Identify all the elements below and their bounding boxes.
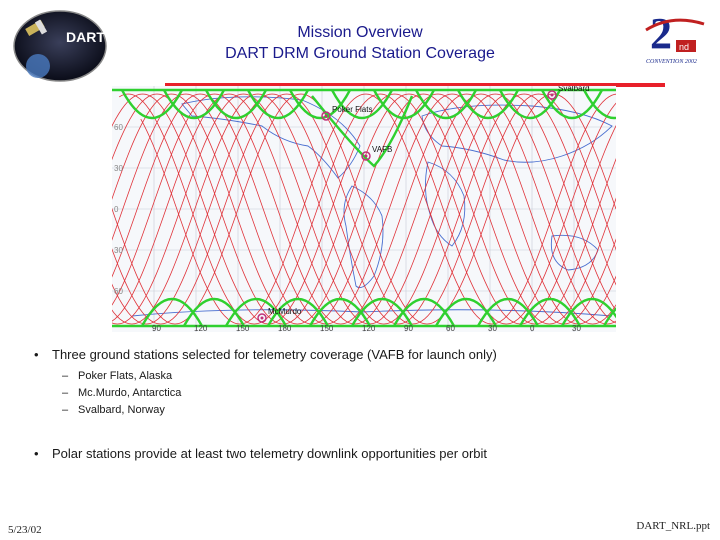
svg-text:nd: nd bbox=[679, 42, 689, 52]
coverage-arc-south bbox=[266, 298, 330, 327]
continent-outline bbox=[550, 234, 599, 271]
title-underline bbox=[165, 83, 665, 87]
orbit-ground-track bbox=[112, 93, 616, 325]
coverage-arc-south bbox=[392, 298, 456, 327]
station-marker bbox=[361, 151, 371, 161]
sub-bullet-mcmurdo: – Mc.Murdo, Antarctica bbox=[62, 387, 182, 399]
station-label: Poker Flats bbox=[332, 105, 372, 114]
coverage-arc-north bbox=[414, 89, 478, 119]
station-label: McMurdo bbox=[268, 307, 302, 316]
latitude-label: 30 bbox=[114, 164, 123, 173]
orbit-ground-track bbox=[112, 93, 616, 325]
longitude-label: 30 bbox=[488, 324, 497, 332]
coverage-arc-south bbox=[560, 298, 616, 327]
longitude-label: 0 bbox=[530, 324, 535, 332]
coverage-arc-south bbox=[308, 298, 372, 327]
longitude-label: 120 bbox=[362, 324, 376, 332]
orbit-ground-track bbox=[112, 93, 616, 325]
ground-station-coverage-map: 60 30 0 30 60 90 120 150 180 150 120 90 60 30 0 30 Sva… bbox=[112, 86, 616, 332]
longitude-label: 60 bbox=[446, 324, 455, 332]
coverage-arc-south bbox=[182, 298, 246, 327]
coverage-arc-north bbox=[330, 89, 394, 119]
orbit-ground-track bbox=[112, 93, 616, 325]
orbit-ground-track bbox=[112, 93, 616, 325]
dart-mission-logo: DART bbox=[13, 10, 107, 82]
coverage-arc-south bbox=[602, 307, 616, 327]
coverage-arc-south bbox=[224, 298, 288, 327]
latitude-label: 60 bbox=[114, 123, 123, 132]
coverage-arc-north bbox=[246, 89, 310, 119]
station-marker-dot bbox=[364, 154, 368, 158]
svg-text:DART: DART bbox=[66, 29, 105, 45]
longitude-label: 30 bbox=[572, 324, 581, 332]
latitude-label: 30 bbox=[114, 246, 123, 255]
slide-title-line2: DART DRM Ground Station Coverage bbox=[225, 45, 495, 62]
svg-text:CONVENTION 2002: CONVENTION 2002 bbox=[646, 59, 697, 65]
longitude-label: 150 bbox=[320, 324, 334, 332]
continent-outline bbox=[421, 104, 613, 163]
bullet-text-2: Polar stations provide at least two tele… bbox=[52, 446, 487, 461]
longitude-label: 90 bbox=[152, 324, 161, 332]
coverage-arc-north bbox=[204, 89, 268, 119]
bullet-stations: • Three ground stations selected for tele… bbox=[34, 347, 497, 362]
convention-logo: 2 nd CONVENTION 2002 bbox=[645, 10, 705, 65]
bullet-dot: • bbox=[34, 347, 39, 362]
orbit-ground-track bbox=[112, 93, 616, 325]
latitude-label: 0 bbox=[114, 205, 119, 214]
svg-text:2: 2 bbox=[650, 10, 672, 58]
orbit-ground-track bbox=[112, 93, 616, 325]
bullet-polar: • Polar stations provide at least two tel… bbox=[34, 446, 487, 461]
coverage-arc-south bbox=[518, 298, 582, 327]
station-label: VAFB bbox=[372, 145, 392, 154]
station-label: Svalbard bbox=[558, 86, 590, 93]
coverage-arc-north bbox=[456, 89, 520, 119]
continent-outline bbox=[343, 185, 384, 289]
latitude-label: 60 bbox=[114, 287, 123, 296]
coverage-arc-north bbox=[162, 89, 226, 119]
coverage-arc-south bbox=[140, 298, 204, 327]
orbit-ground-track bbox=[140, 93, 616, 325]
file-name: DART_NRL.ppt bbox=[636, 520, 710, 532]
bullet-dot: • bbox=[34, 446, 39, 461]
station-marker-dot bbox=[260, 316, 264, 320]
station-marker bbox=[547, 90, 557, 100]
longitude-label: 90 bbox=[404, 324, 413, 332]
orbit-ground-track bbox=[112, 93, 616, 325]
orbit-ground-track bbox=[112, 93, 616, 325]
coverage-arc-south bbox=[434, 298, 498, 327]
slide-title-line1: Mission Overview bbox=[297, 24, 423, 41]
coverage-arc-north bbox=[582, 89, 616, 119]
orbit-ground-track bbox=[112, 93, 616, 325]
longitude-label: 180 bbox=[278, 324, 292, 332]
orbit-ground-track bbox=[112, 93, 616, 325]
bullet-text-1: Three ground stations selected for telem… bbox=[52, 347, 497, 362]
coverage-arc-south bbox=[350, 298, 414, 327]
coverage-arc-north bbox=[540, 89, 604, 119]
continent-outline bbox=[181, 96, 361, 179]
station-marker bbox=[321, 111, 331, 121]
coverage-arc-north bbox=[498, 89, 562, 119]
station-marker-dot bbox=[324, 114, 328, 118]
coverage-arc-south bbox=[476, 298, 540, 327]
longitude-label: 120 bbox=[194, 324, 208, 332]
coverage-arc-north bbox=[120, 89, 184, 119]
orbit-ground-track bbox=[112, 93, 616, 325]
coverage-arc-vafb bbox=[311, 95, 414, 168]
orbit-ground-track bbox=[119, 93, 616, 325]
station-marker-dot bbox=[550, 93, 554, 97]
sub-bullet-svalbard: – Svalbard, Norway bbox=[62, 404, 165, 416]
longitude-label: 150 bbox=[236, 324, 250, 332]
sub-bullet-poker-flats: – Poker Flats, Alaska bbox=[62, 370, 173, 382]
station-marker bbox=[257, 313, 267, 323]
coverage-arc-north bbox=[288, 89, 352, 119]
continent-outline bbox=[425, 161, 466, 247]
slide-date: 5/23/02 bbox=[8, 524, 42, 536]
